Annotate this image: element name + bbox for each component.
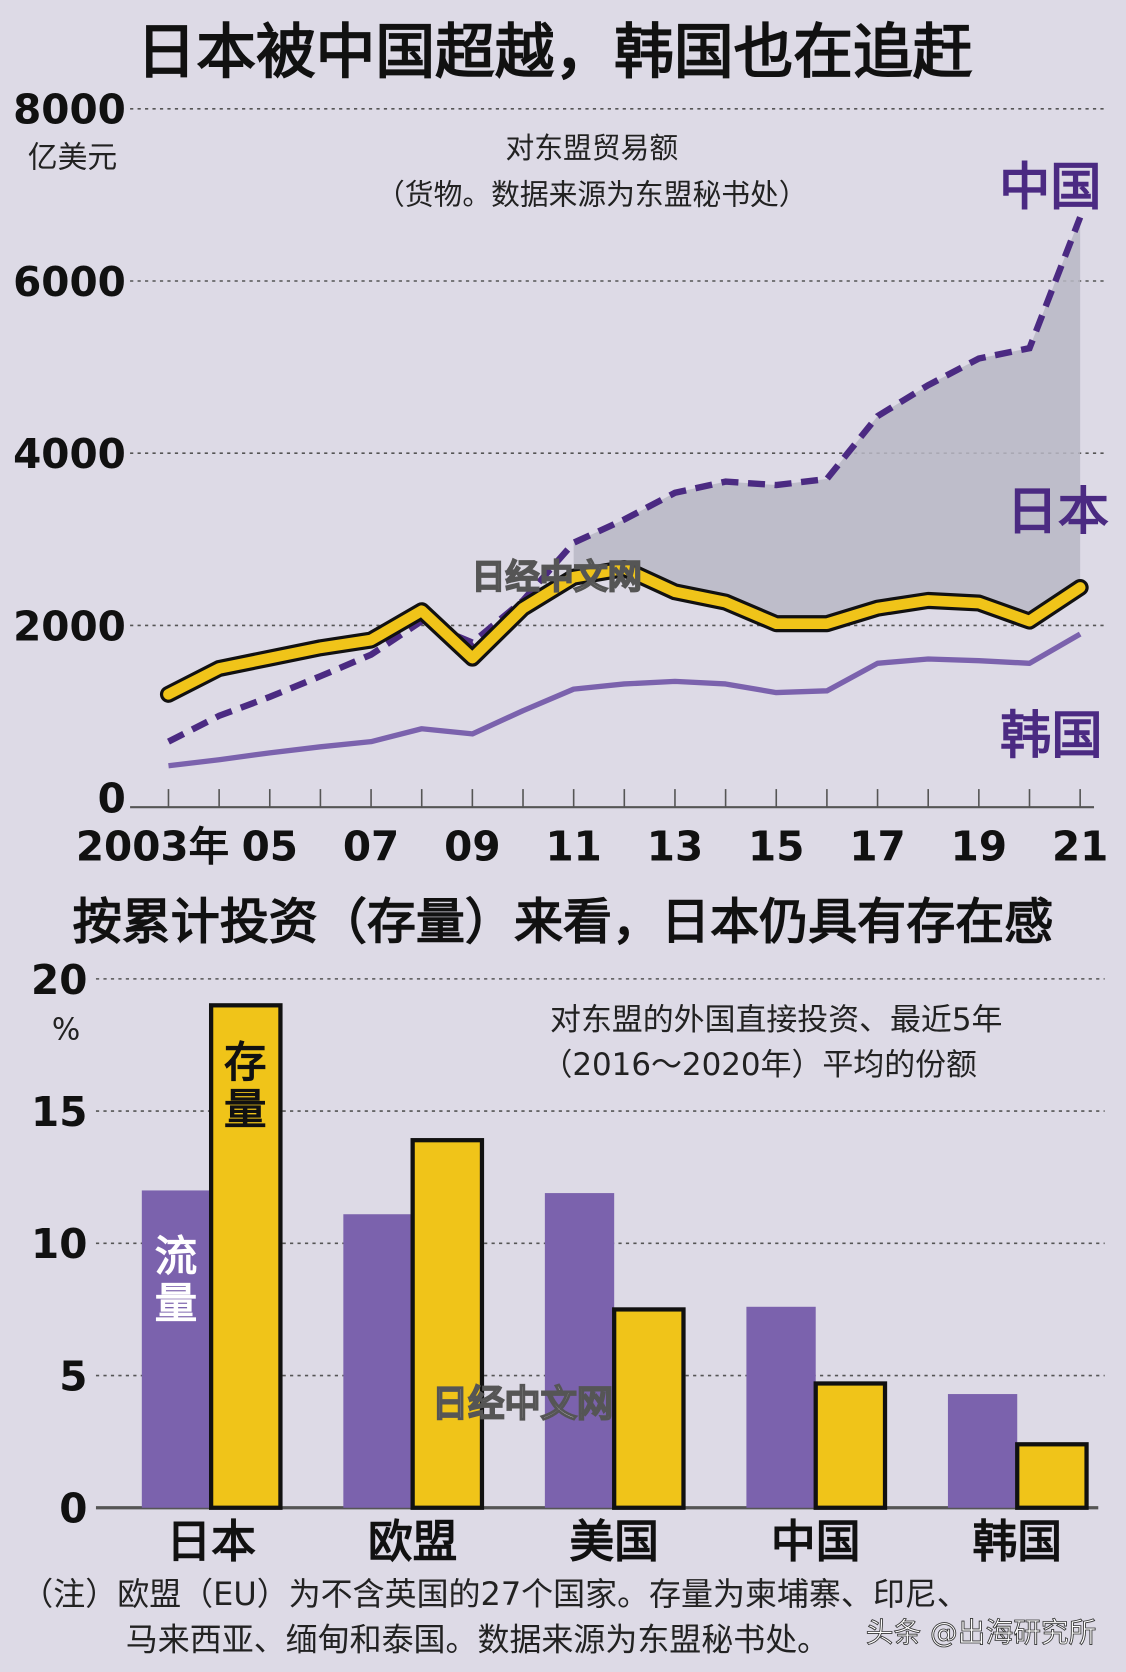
- series-line-china: [167, 216, 1084, 745]
- bar-chart-title: 按累计投资（存量）来看，日本仍具有存在感: [73, 892, 1054, 950]
- y-tick-label: 8000: [13, 86, 126, 134]
- bar-stock-4: [1015, 1442, 1089, 1510]
- bar-flow-3: [746, 1306, 816, 1508]
- x-tick-label: 11: [545, 823, 601, 871]
- y-tick-label: 2000: [13, 602, 126, 650]
- bar-chart-subtitle-period: （2016～2020年）平均的份额: [541, 1047, 977, 1083]
- series-line-japan: [163, 563, 1086, 700]
- legend-label-japan: 日本: [1007, 482, 1109, 542]
- series-line-korea: [168, 631, 1082, 769]
- line-chart-marks: [159, 216, 1089, 769]
- bar-flow-4: [947, 1394, 1018, 1508]
- line-chart-subtitle-source: （货物。数据来源为东盟秘书处）: [376, 178, 808, 212]
- y-tick-label: 20: [31, 956, 87, 1004]
- china-japan-gap-area: [573, 217, 1081, 624]
- y-tick-label: 5: [59, 1352, 87, 1400]
- legend-label-korea: 韩国: [1000, 706, 1102, 766]
- y-tick-label: 0: [59, 1485, 87, 1533]
- category-label: 韩国: [972, 1515, 1062, 1568]
- y-tick-label: 15: [31, 1088, 87, 1136]
- line-chart-grid: 0 2000 4000 6000 8000 2003年 05 07 09 11 13 15 17 19 21: [13, 86, 1108, 871]
- footnote-line-2: 马来西亚、缅甸和泰国。数据来源为东盟秘书处。: [126, 1621, 829, 1659]
- credit-watermark: 头条 @出海研究所: [866, 1616, 1097, 1649]
- x-tick-label: 19: [951, 823, 1007, 871]
- bar-stock-0: [208, 1003, 283, 1510]
- bar-flow-2: [544, 1193, 615, 1508]
- bar-stock-2: [612, 1307, 686, 1510]
- series-label-flow: 流量: [155, 1232, 198, 1329]
- x-tick-label: 2003年: [76, 823, 229, 871]
- bar-stock-3: [813, 1381, 888, 1510]
- bar-chart-grid: 0 5 10 15 20: [31, 956, 1105, 1533]
- series-label-stock: 存量: [224, 1038, 267, 1135]
- category-label: 日本: [166, 1515, 256, 1568]
- bar-flow-0: [141, 1190, 212, 1508]
- bar-chart-subtitle: 对东盟的外国直接投资、最近5年: [550, 1002, 1002, 1038]
- line-chart-ylabel: 亿美元: [28, 140, 118, 175]
- legend-label-china: 中国: [999, 158, 1101, 218]
- x-tick-label: 05: [242, 823, 298, 871]
- line-chart-subtitle: 对东盟贸易额: [505, 131, 678, 165]
- watermark-top: 日经中文网: [471, 558, 642, 598]
- x-tick-label: 17: [849, 823, 905, 871]
- bar-stock-1: [410, 1138, 485, 1510]
- x-tick-label: 09: [444, 823, 500, 871]
- category-label: 欧盟: [368, 1515, 458, 1568]
- y-tick-label: 4000: [13, 430, 126, 478]
- line-chart-title: 日本被中国超越，韩国也在追赶: [137, 19, 973, 88]
- x-tick-label: 13: [647, 823, 703, 871]
- y-tick-label: 6000: [13, 258, 126, 306]
- y-tick-label: 10: [31, 1220, 87, 1268]
- y-tick-label: 0: [98, 775, 126, 823]
- footnote-line-1: （注）欧盟（EU）为不含英国的27个国家。存量为柬埔寨、印尼、: [21, 1575, 968, 1613]
- bar-chart-ylabel: %: [52, 1013, 80, 1048]
- x-tick-label: 15: [748, 823, 804, 871]
- watermark-bottom: 日经中文网: [432, 1382, 613, 1425]
- category-label: 中国: [771, 1515, 861, 1568]
- bar-flow-1: [343, 1214, 413, 1508]
- category-label: 美国: [569, 1515, 659, 1568]
- x-tick-label: 07: [343, 823, 399, 871]
- x-tick-label: 21: [1052, 823, 1108, 871]
